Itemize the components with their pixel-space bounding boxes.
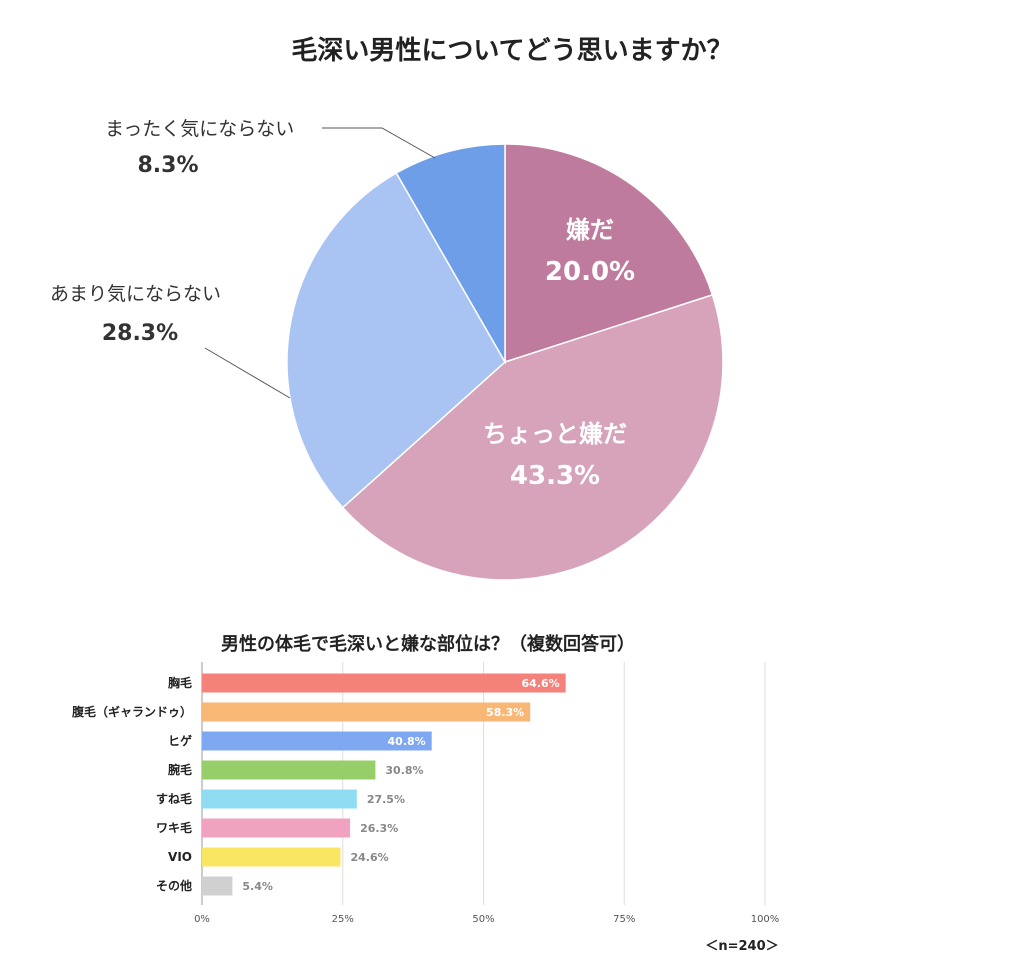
x-tick-label: 0% [194, 914, 210, 925]
value-label: 30.8% [385, 764, 423, 777]
category-label: すね毛 [156, 791, 192, 806]
category-label: 腕毛 [167, 762, 192, 777]
value-label: 26.3% [360, 822, 398, 835]
pie-chart-title: 毛深い男性についてどう思いますか？ [291, 36, 733, 66]
bar [202, 847, 341, 867]
leader-line [204, 347, 291, 399]
pie-value-label: 8.3% [137, 153, 198, 178]
pie-slice-1 [504, 143, 714, 364]
pie-category-label: ちょっと嫌だ [483, 420, 627, 448]
category-label: その他 [156, 878, 192, 893]
category-label: 腹毛（ギャランドゥ） [72, 704, 192, 719]
x-tick-label: 50% [472, 914, 494, 925]
bar [202, 760, 376, 780]
pie-value-label: 20.0% [545, 257, 635, 287]
pie-category-label: まったく気にならない [105, 118, 294, 140]
category-label: VIO [168, 850, 192, 864]
value-label: 40.8% [388, 735, 426, 748]
pie-chart: 嫌だ 20.0% ちょっと嫌だ 43.3% まったく気にならない 8.3% あまり気にならな… [50, 118, 724, 581]
pie-slice-2 [341, 293, 724, 581]
pie-value-label: 28.3% [102, 321, 178, 346]
x-tick-label: 75% [613, 914, 635, 925]
bar [202, 789, 357, 809]
x-tick-label: 100% [751, 914, 780, 925]
category-label: ヒゲ [168, 733, 192, 748]
value-label: 5.4% [242, 880, 273, 893]
category-label: 胸毛 [168, 675, 192, 690]
x-tick-label: 25% [332, 914, 354, 925]
bar-chart-title: 男性の体毛で毛深いと嫌な部位は？（複数回答可） [221, 633, 635, 655]
bar [202, 731, 432, 751]
value-label: 58.3% [486, 706, 524, 719]
bar [202, 818, 351, 838]
bar [202, 876, 233, 896]
leader-line [322, 127, 436, 159]
category-label: ワキ毛 [156, 820, 192, 835]
value-label: 27.5% [367, 793, 405, 806]
pie-category-label: 嫌だ [566, 216, 614, 244]
pie-category-label: あまり気にならない [50, 283, 221, 305]
value-label: 24.6% [350, 851, 388, 864]
pie-value-label: 43.3% [510, 461, 600, 491]
pie-slice-4 [395, 143, 506, 365]
bar [202, 702, 531, 722]
sample-size-note: ＜n=240＞ [705, 939, 778, 954]
value-label: 64.6% [522, 677, 560, 690]
pie-slice-3 [286, 172, 506, 509]
bar [202, 673, 566, 693]
